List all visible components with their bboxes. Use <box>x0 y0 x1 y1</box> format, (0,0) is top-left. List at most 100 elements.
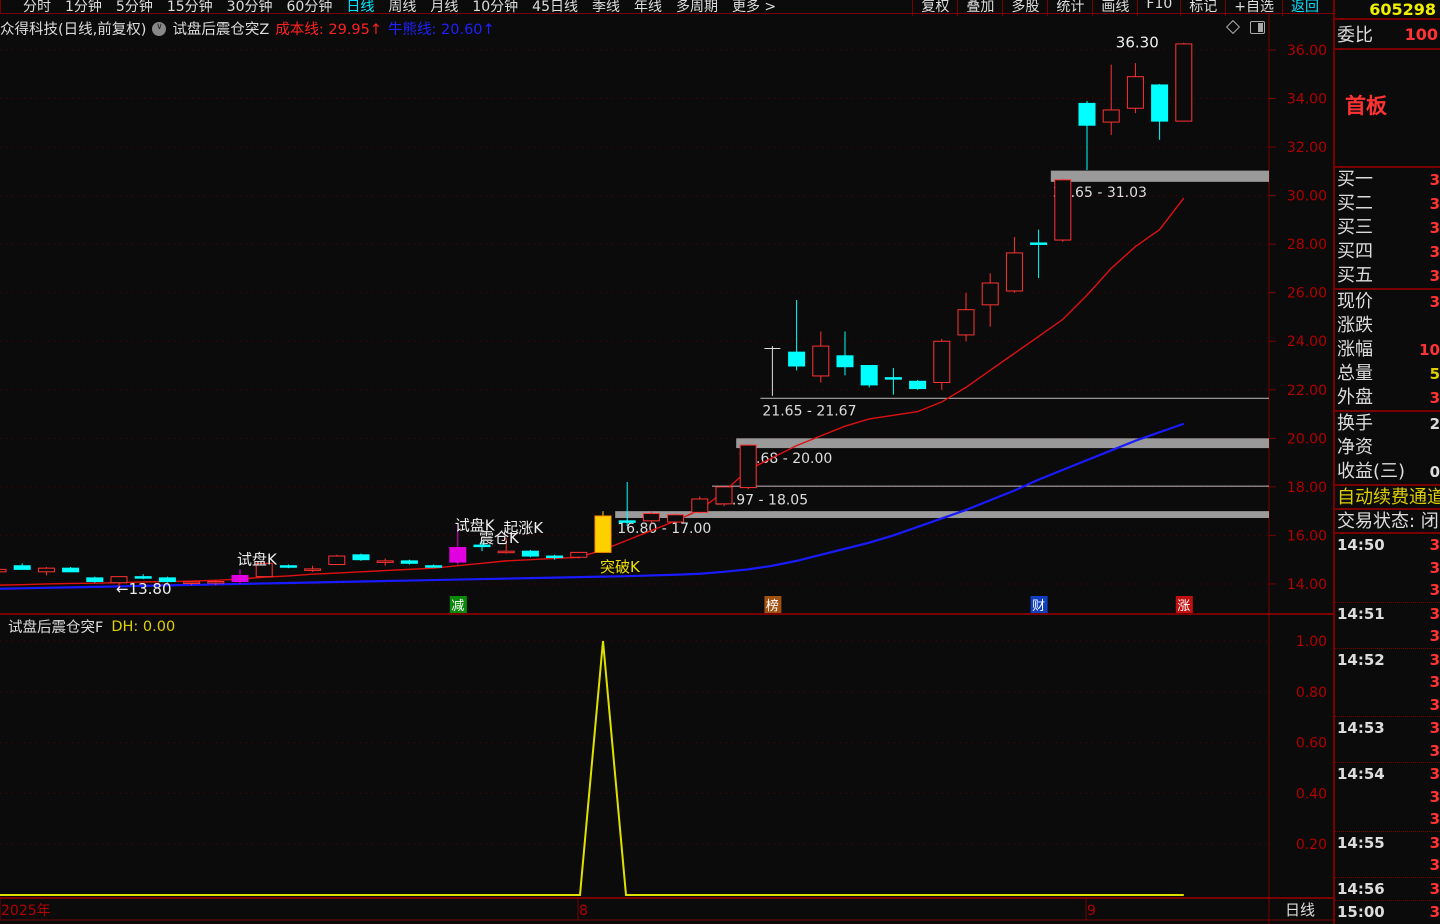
tick-group: 14:55 3 3 <box>1335 832 1440 878</box>
badge-label: 财 <box>1032 599 1045 614</box>
tick-time: 14:56 <box>1337 879 1385 898</box>
action-7[interactable]: +自选 <box>1225 0 1282 16</box>
tab-4[interactable]: 30分钟 <box>226 0 273 15</box>
candle-body <box>352 554 370 561</box>
tick-price: 3 <box>1429 719 1440 737</box>
tick-price: 3 <box>1429 787 1440 806</box>
extra-row: 净资 <box>1335 436 1440 460</box>
candle-body <box>570 551 588 558</box>
tick-time: 15:00 <box>1337 903 1385 921</box>
candle-body <box>473 544 491 548</box>
badge-label: 减 <box>451 599 464 614</box>
candle-body <box>788 351 806 367</box>
y-tick-label: 24.00 <box>1287 334 1327 350</box>
candle-body <box>449 547 467 563</box>
y-tick-label: 30.00 <box>1287 189 1327 205</box>
badge-label: 涨 <box>1177 599 1190 614</box>
action-5[interactable]: F10 <box>1137 0 1180 16</box>
notice[interactable]: 自动续费通道 <box>1335 487 1440 510</box>
action-8[interactable]: 返回 <box>1282 0 1327 16</box>
bull-bear-line <box>0 422 1185 590</box>
tick-price: 3 <box>1429 856 1440 874</box>
action-1[interactable]: 叠加 <box>957 0 1002 16</box>
quote-row: 现价 3 <box>1335 290 1440 314</box>
sub-header: 试盘后震仓突F DH: 0.00 <box>0 616 175 637</box>
tick-row: 14:54 3 <box>1335 763 1440 786</box>
tick-row: 14:52 3 <box>1335 649 1440 672</box>
quote-row: 总量 5 <box>1335 362 1440 386</box>
candle-body <box>376 560 394 563</box>
quote-value: 3 <box>1429 389 1440 407</box>
annotation: 试盘K <box>455 517 496 535</box>
tick-price: 3 <box>1429 810 1440 828</box>
sub-y-tick-label: 0.80 <box>1296 685 1327 701</box>
tick-group: 14:54 3 3 3 <box>1335 763 1440 832</box>
candle-body <box>1054 179 1072 241</box>
tick-price: 3 <box>1429 695 1440 714</box>
tick-row: 14:53 3 <box>1335 717 1440 740</box>
tick-price: 3 <box>1429 741 1440 760</box>
candle-body <box>618 520 636 523</box>
time-label: 9 <box>1087 903 1096 919</box>
tab-9[interactable]: 10分钟 <box>472 0 519 15</box>
tab-1[interactable]: 1分钟 <box>65 0 102 15</box>
status-badge: 首板 <box>1345 94 1387 118</box>
annotation: 起涨K <box>503 519 544 537</box>
panel-toggle-icon[interactable] <box>1250 21 1265 34</box>
annotation: 震仓K <box>479 529 520 547</box>
support-zone <box>615 511 1269 518</box>
candle-body <box>933 340 951 383</box>
tick-group: 14:53 3 3 <box>1335 717 1440 763</box>
candle-body <box>957 309 975 336</box>
candle-body <box>667 514 685 523</box>
tab-11[interactable]: 季线 <box>591 0 620 15</box>
tab-14[interactable]: 更多 > <box>731 0 777 15</box>
action-4[interactable]: 画线 <box>1092 0 1137 16</box>
tab-12[interactable]: 年线 <box>633 0 662 15</box>
tab-10[interactable]: 45日线 <box>532 0 578 15</box>
tab-2[interactable]: 5分钟 <box>115 0 153 15</box>
tab-8[interactable]: 月线 <box>430 0 459 15</box>
annotation: 试盘K <box>237 551 278 569</box>
kline-chart[interactable]: 36.00 34.00 32.00 30.00 28.00 26.00 24.00 22.00… <box>0 0 1333 924</box>
tick-price: 3 <box>1429 581 1440 599</box>
bids-row: 买一 3 <box>1335 168 1440 192</box>
trade-status: 交易状态: 闭 <box>1335 511 1440 534</box>
support-zone-label: 21.65 - 21.67 <box>762 403 856 419</box>
extra-label: 换手 <box>1337 413 1373 434</box>
tick-row: 3 <box>1335 808 1440 831</box>
action-3[interactable]: 统计 <box>1047 0 1092 16</box>
quote-row: 涨跌 <box>1335 314 1440 338</box>
tab-3[interactable]: 15分钟 <box>166 0 213 15</box>
tick-price: 3 <box>1429 627 1440 645</box>
bids-label: 买一 <box>1337 169 1373 190</box>
bids-row: 买三 3 <box>1335 216 1440 240</box>
y-tick-label: 32.00 <box>1287 140 1327 156</box>
y-tick-label: 16.00 <box>1287 528 1327 544</box>
bids-label: 买三 <box>1337 217 1373 238</box>
y-tick-label: 18.00 <box>1287 480 1327 496</box>
tab-5[interactable]: 60分钟 <box>286 0 333 15</box>
action-0[interactable]: 复权 <box>912 0 957 16</box>
y-tick-label: 26.00 <box>1287 286 1327 302</box>
candle-body <box>691 498 709 513</box>
period-label[interactable]: 日线 <box>1285 901 1315 919</box>
tab-13[interactable]: 多周期 <box>675 0 718 15</box>
candle-body <box>521 550 539 557</box>
tick-row: 3 <box>1335 786 1440 809</box>
action-6[interactable]: 标记 <box>1180 0 1225 16</box>
extra-label: 收益(三) <box>1337 461 1406 482</box>
action-2[interactable]: 多股 <box>1002 0 1047 16</box>
indicator-name[interactable]: 试盘后震仓突Z <box>172 22 270 38</box>
tick-price: 3 <box>1429 833 1440 852</box>
sub-indicator-name[interactable]: 试盘后震仓突F <box>8 620 104 636</box>
tick-group: 14:50 3 3 3 <box>1335 534 1440 603</box>
indicator-dropdown-icon[interactable]: ∨ <box>152 21 167 36</box>
tick-list[interactable]: 14:50 3 3 3 14:51 3 3 14:52 3 3 3 14:53 3 3 14:54 3 3 3 14… <box>1335 534 1440 924</box>
candle-body <box>255 562 273 578</box>
annotation: 突破K <box>600 558 641 576</box>
tab-6[interactable]: 日线 <box>346 0 375 15</box>
tab-7[interactable]: 周线 <box>388 0 417 15</box>
tab-0[interactable]: 分时 <box>23 0 51 15</box>
bids-value: 3 <box>1429 171 1440 189</box>
